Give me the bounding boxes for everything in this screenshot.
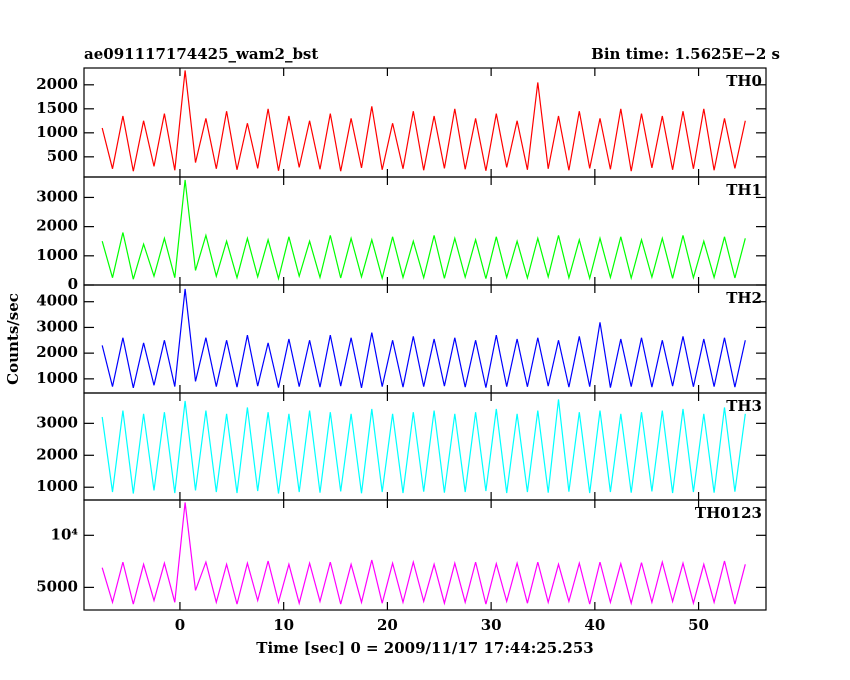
light-curve <box>101 502 746 606</box>
y-tick-label: 2000 <box>36 445 78 463</box>
x-tick-label: 40 <box>584 616 605 634</box>
light-curve <box>101 399 746 494</box>
x-tick-label: 20 <box>377 616 398 634</box>
y-tick-label: 2000 <box>36 343 78 361</box>
y-tick-label: 3000 <box>36 413 78 431</box>
x-tick-label: 50 <box>688 616 709 634</box>
y-tick-label: 0 <box>68 275 78 293</box>
x-axis-label: Time [sec] 0 = 2009/11/17 17:44:25.253 <box>256 639 593 657</box>
y-tick-label: 5000 <box>36 577 78 595</box>
panel-label: TH0123 <box>695 504 762 522</box>
panel-label: TH0 <box>726 72 762 90</box>
panel-label: TH2 <box>726 289 762 307</box>
y-axis-label: Counts/sec <box>4 293 22 385</box>
y-tick-label: 2000 <box>36 217 78 235</box>
y-tick-label: 1000 <box>36 369 78 387</box>
light-curve <box>101 70 746 172</box>
y-tick-label: 3000 <box>36 317 78 335</box>
panel-label: TH3 <box>726 397 762 415</box>
y-tick-label: 2000 <box>36 75 78 93</box>
x-tick-label: 0 <box>175 616 185 634</box>
light-curve <box>101 288 746 389</box>
y-tick-label: 3000 <box>36 187 78 205</box>
y-tick-label: 10⁴ <box>51 525 79 543</box>
light-curve <box>101 179 746 281</box>
x-tick-label: 10 <box>273 616 294 634</box>
y-tick-label: 1500 <box>36 99 78 117</box>
panel-frame <box>83 499 767 611</box>
panel-label: TH1 <box>726 181 762 199</box>
chart-title: ae091117174425_wam2_bst <box>84 45 318 63</box>
chart-subtitle: Bin time: 1.5625E−2 s <box>591 45 780 63</box>
y-tick-label: 1000 <box>36 246 78 264</box>
y-tick-label: 1000 <box>36 477 78 495</box>
x-tick-label: 30 <box>481 616 502 634</box>
y-tick-label: 500 <box>47 147 78 165</box>
y-tick-label: 1000 <box>36 123 78 141</box>
y-tick-label: 4000 <box>36 292 78 310</box>
